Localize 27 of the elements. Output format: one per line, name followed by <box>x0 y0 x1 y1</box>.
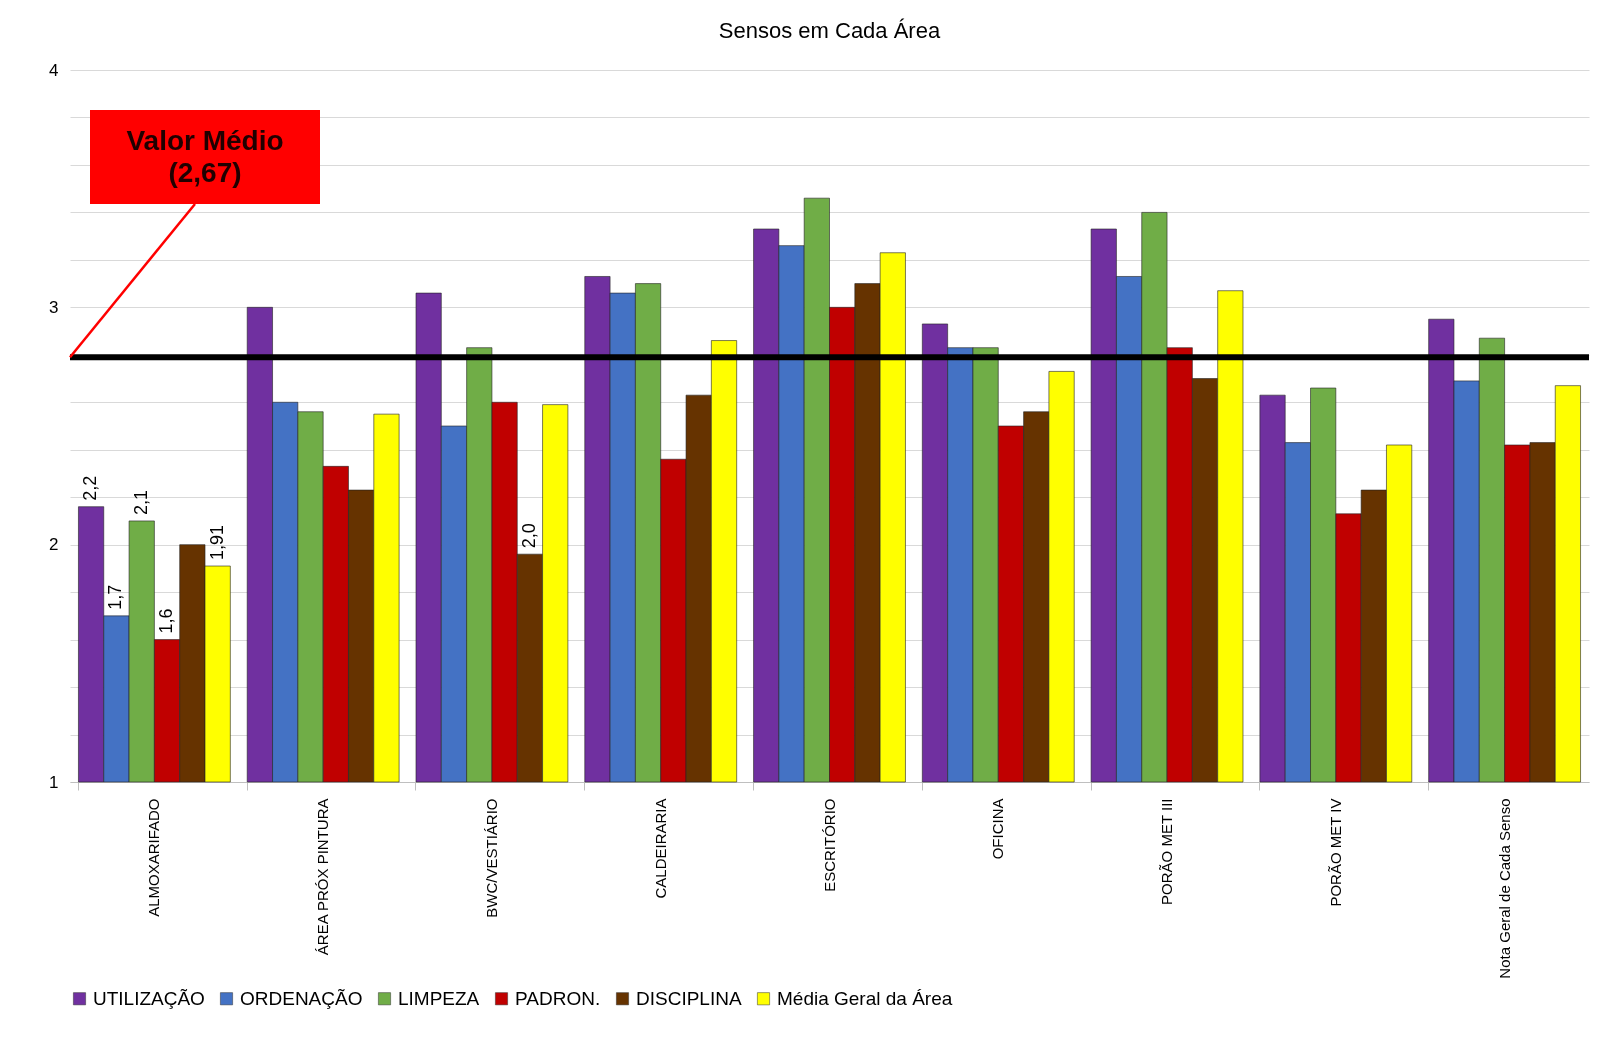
data-label: 1,6 <box>156 608 177 634</box>
x-tick-label: PORÃO MET IV <box>1326 798 1344 907</box>
x-tick-label: ESCRITÓRIO <box>820 798 838 892</box>
y-tick-label: 2 <box>49 535 59 555</box>
y-tick-label: 4 <box>49 60 59 80</box>
x-tick-label: ALMOXARIFADO <box>145 798 163 917</box>
chart-title: Sensos em Cada Área <box>718 18 941 43</box>
x-tick-label: CALDEIRARIA <box>651 798 669 899</box>
legend-label: ORDENAÇÃO <box>240 987 363 1009</box>
y-tick-label: 1 <box>49 772 59 792</box>
y-tick-label: 3 <box>49 297 59 317</box>
x-tick-label: Nota Geral de Cada Senso <box>1495 798 1513 979</box>
data-label: 2,1 <box>130 489 151 515</box>
data-label: 2,2 <box>80 475 101 501</box>
data-label: 2,0 <box>518 523 539 549</box>
x-tick-label: BWC/VESTIÁRIO <box>482 798 500 918</box>
x-tick-label: PORÃO MET III <box>1158 798 1176 905</box>
x-tick-label: OFICINA <box>989 798 1007 860</box>
legend-label: PADRON. <box>515 987 601 1009</box>
legend-label: Média Geral da Área <box>777 987 953 1009</box>
legend-label: LIMPEZA <box>398 987 480 1009</box>
data-label: 1,91 <box>206 524 227 561</box>
legend-label: UTILIZAÇÃO <box>93 987 205 1009</box>
data-label: 1,7 <box>105 584 126 610</box>
legend-label: DISCIPLINA <box>636 987 742 1009</box>
x-tick-label: ÁREA PRÓX PINTURA <box>314 798 332 956</box>
ref-line-label: Valor Médio (2,67) <box>90 110 320 204</box>
